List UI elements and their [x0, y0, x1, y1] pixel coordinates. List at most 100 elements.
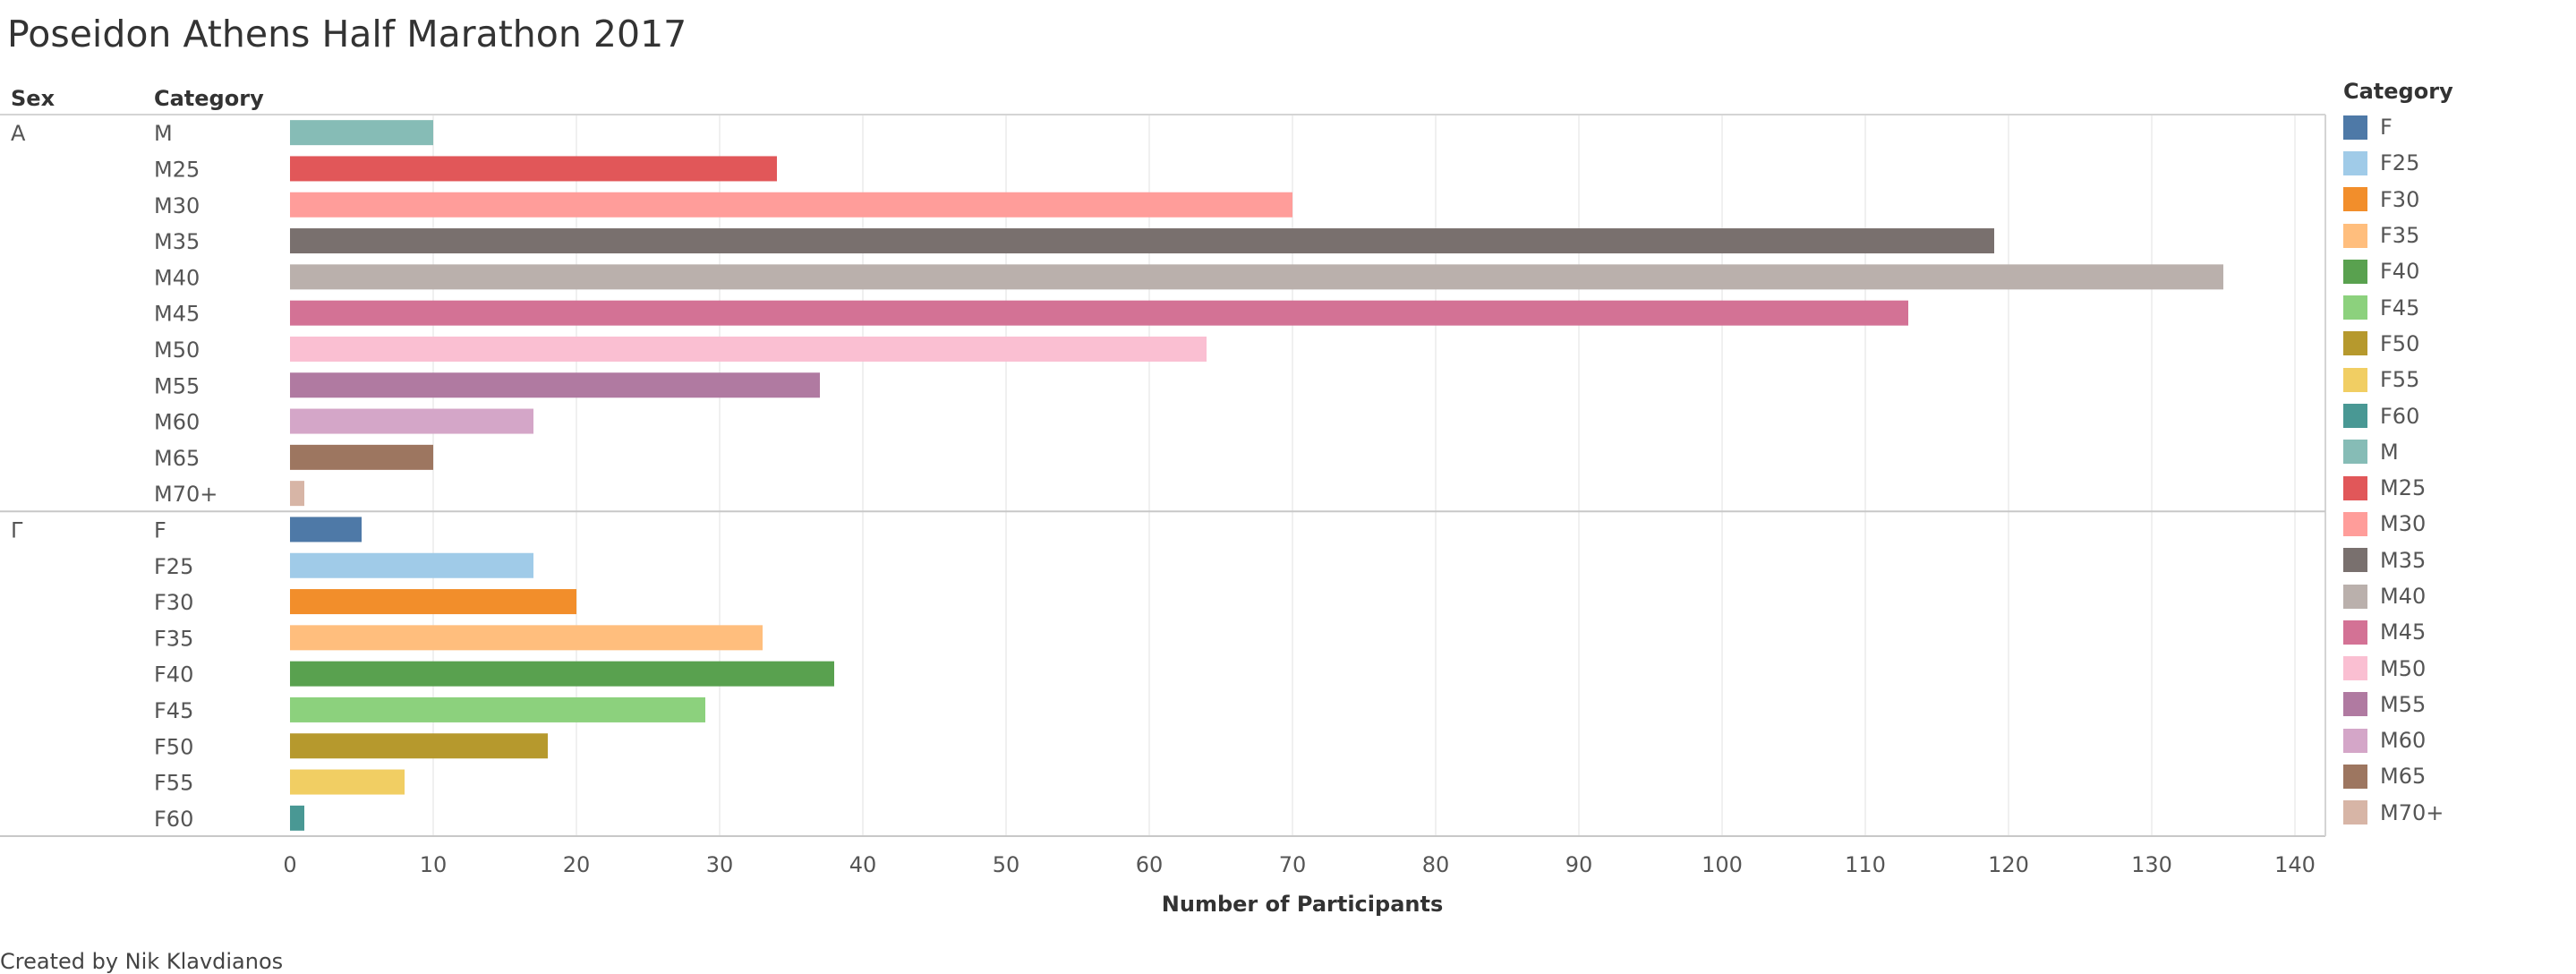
x-tick-label: 120: [1988, 852, 2029, 877]
bar-m40: [290, 264, 2223, 290]
legend-swatch: [2343, 404, 2367, 429]
legend-item: M50: [2343, 650, 2453, 686]
legend-label: F35: [2380, 223, 2420, 249]
chart-rows: A M M25 M30 M35 M40 M45 M50 M55 M60 M65 M70+ Γ F F25 F3…: [0, 120, 2325, 832]
legend-label: F50: [2380, 330, 2420, 356]
bar-f45: [290, 696, 705, 722]
bar-m50: [290, 336, 1207, 362]
category-label: F30: [154, 590, 193, 615]
bar-m70-plus: [290, 481, 304, 507]
bar-m30: [290, 192, 1292, 218]
legend-label: M50: [2380, 655, 2427, 681]
bar-m65: [290, 444, 433, 470]
legend-label: F: [2380, 115, 2393, 141]
legend-item: M65: [2343, 758, 2453, 794]
category-label: M40: [154, 265, 200, 290]
bar-m: [290, 120, 433, 146]
category-label: F60: [154, 807, 193, 832]
legend-swatch: [2343, 800, 2367, 825]
legend-swatch: [2343, 150, 2367, 175]
legend-item: F60: [2343, 397, 2453, 433]
x-tick-label: 70: [1279, 852, 1307, 877]
category-label: F: [154, 517, 166, 543]
legend-item: M70+: [2343, 795, 2453, 831]
legend-swatch: [2343, 511, 2367, 536]
gridlines: [432, 115, 2296, 836]
bar-f35: [290, 625, 763, 651]
bar-f30: [290, 589, 576, 615]
legend-swatch: [2343, 619, 2367, 645]
legend-item: F40: [2343, 253, 2453, 289]
legend-swatch: [2343, 115, 2367, 140]
x-axis-label: Number of Participants: [1162, 892, 1443, 917]
legend-title: Category: [2343, 79, 2453, 104]
x-tick-label: 10: [420, 852, 448, 877]
category-label: M25: [154, 157, 200, 182]
legend-item: M25: [2343, 470, 2453, 506]
legend-item: F30: [2343, 182, 2453, 218]
category-label: F25: [154, 554, 193, 579]
legend-label: M70+: [2380, 799, 2444, 825]
credit-caption: Created by Nik Klavdianos: [0, 949, 284, 974]
legend-item: F50: [2343, 326, 2453, 362]
legend-swatch: [2343, 728, 2367, 753]
bar-f40: [290, 661, 834, 687]
legend-items: F F25 F30 F35 F40 F45 F50 F55 F60 M M25 M30 M35 M40 M4…: [2343, 109, 2453, 831]
legend-item: M30: [2343, 506, 2453, 542]
x-tick-label: 30: [706, 852, 734, 877]
legend-label: M55: [2380, 691, 2427, 717]
legend-item: M55: [2343, 687, 2453, 722]
category-label: M50: [154, 337, 200, 363]
category-label: M30: [154, 193, 200, 218]
legend-swatch: [2343, 187, 2367, 212]
bar-f: [290, 517, 362, 543]
bar-m55: [290, 372, 820, 398]
legend-swatch: [2343, 223, 2367, 248]
bar-m35: [290, 228, 1994, 254]
x-tick-label: 80: [1422, 852, 1450, 877]
legend-label: M45: [2380, 619, 2427, 645]
category-label: M60: [154, 410, 200, 435]
legend-swatch: [2343, 764, 2367, 789]
legend-label: M60: [2380, 728, 2427, 754]
category-label: M35: [154, 229, 200, 254]
x-tick-label: 0: [283, 852, 296, 877]
category-label: M65: [154, 446, 200, 471]
legend-item: M45: [2343, 614, 2453, 650]
legend-label: F45: [2380, 295, 2420, 320]
category-label: M70+: [154, 482, 218, 507]
legend-label: F30: [2380, 186, 2420, 212]
bar-f60: [290, 805, 304, 831]
legend-swatch: [2343, 475, 2367, 500]
bar-m25: [290, 156, 777, 182]
legend-swatch: [2343, 440, 2367, 465]
legend-item: F: [2343, 109, 2453, 145]
x-tick-label: 60: [1136, 852, 1164, 877]
legend-label: M25: [2380, 475, 2427, 501]
x-axis: 0 10 20 30 40 50 60 70 80 90 100 110 120 130 140: [283, 852, 2316, 877]
x-tick-label: 130: [2131, 852, 2172, 877]
legend-label: M: [2380, 439, 2399, 465]
chart-title: Poseidon Athens Half Marathon 2017: [7, 13, 687, 56]
legend-swatch: [2343, 692, 2367, 717]
legend-label: F25: [2380, 150, 2420, 176]
legend-item: M35: [2343, 543, 2453, 578]
category-label: F50: [154, 734, 193, 759]
legend-swatch: [2343, 367, 2367, 392]
bar-f55: [290, 769, 405, 795]
legend-swatch: [2343, 295, 2367, 320]
plot-frame: [0, 114, 2326, 837]
legend: Category F F25 F30 F35 F40 F45 F50 F55 F60 M M25 M3…: [2343, 79, 2453, 831]
legend-item: F55: [2343, 362, 2453, 397]
legend-swatch: [2343, 331, 2367, 356]
legend-item: F45: [2343, 289, 2453, 325]
category-label: F35: [154, 626, 193, 651]
legend-item: F25: [2343, 145, 2453, 181]
x-tick-label: 140: [2274, 852, 2316, 877]
legend-label: F40: [2380, 259, 2420, 285]
sex-label: A: [11, 121, 26, 146]
category-label: F55: [154, 771, 193, 796]
legend-label: F55: [2380, 367, 2420, 393]
legend-swatch: [2343, 656, 2367, 681]
legend-label: F60: [2380, 403, 2420, 429]
